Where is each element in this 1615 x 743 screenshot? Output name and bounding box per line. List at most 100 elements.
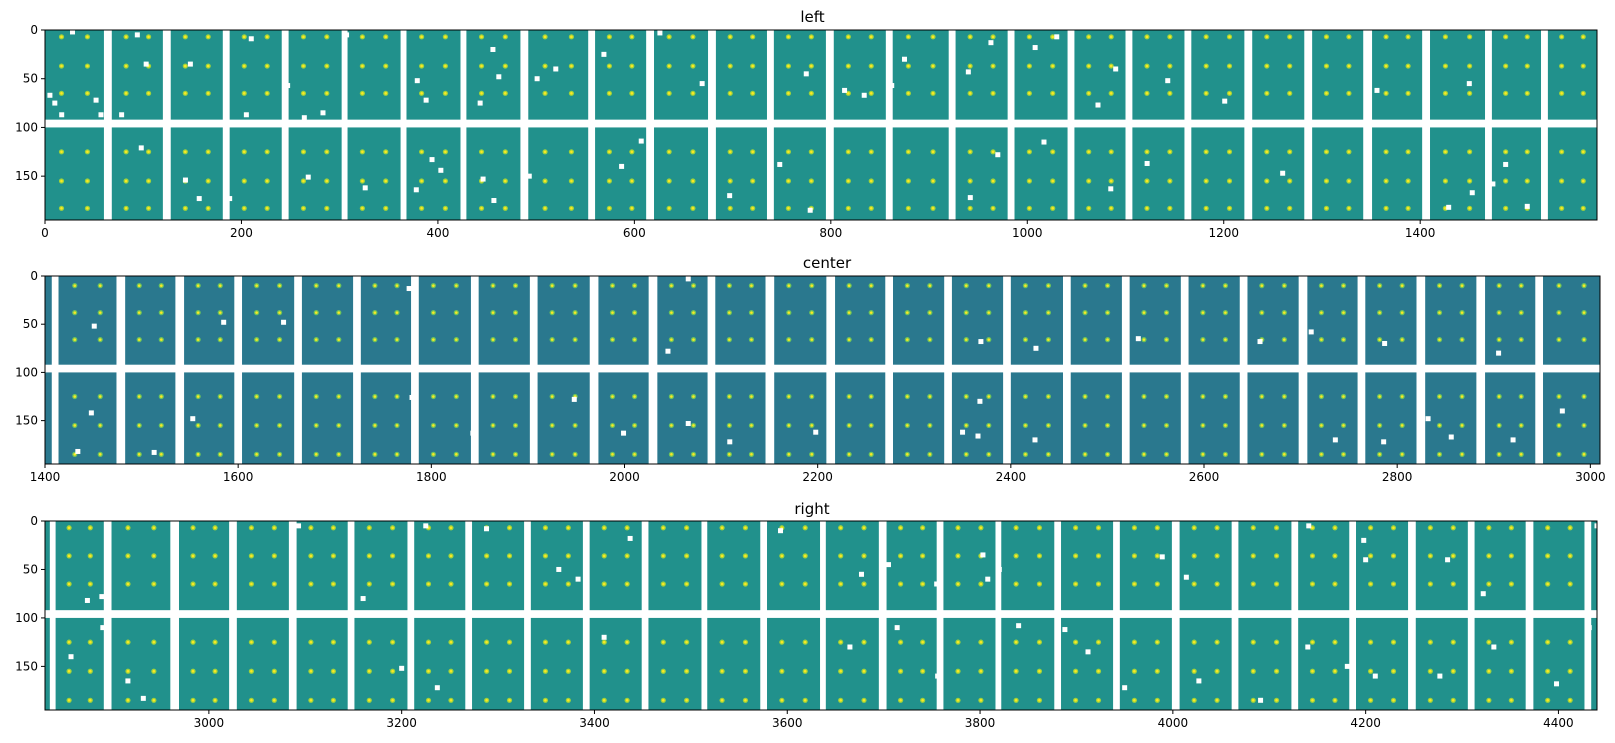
spot-core xyxy=(432,395,435,398)
row-gap xyxy=(45,119,1597,128)
spot-core xyxy=(126,554,130,558)
spot-core xyxy=(611,338,614,341)
spot-core xyxy=(670,284,673,287)
spot-core xyxy=(1444,64,1447,68)
masked-pixel xyxy=(975,433,981,439)
masked-pixel xyxy=(1305,644,1311,650)
spot-core xyxy=(847,284,851,287)
masked-pixel xyxy=(885,562,891,568)
spot-core xyxy=(218,395,222,398)
spot-core xyxy=(608,207,611,210)
masked-pixel xyxy=(1016,623,1022,629)
spot-core xyxy=(1406,179,1410,183)
row-gap xyxy=(45,364,1600,373)
spot-core xyxy=(931,150,935,154)
spot-core xyxy=(86,92,89,95)
spot-core xyxy=(987,424,991,427)
spot-core xyxy=(1581,150,1585,154)
masked-pixel xyxy=(1113,66,1119,72)
spot-core xyxy=(611,453,614,456)
spot-core xyxy=(1557,338,1561,341)
masked-pixel xyxy=(901,56,907,62)
spot-core xyxy=(1451,640,1455,644)
spot-core xyxy=(1168,92,1172,95)
spot-core xyxy=(608,179,611,183)
spot-core xyxy=(1133,669,1136,673)
spot-core xyxy=(1400,424,1404,427)
spot-core xyxy=(692,395,695,398)
spot-core xyxy=(1109,92,1113,95)
heatmap-center: 1400 1600 1800 2000 2200 2400 2600 2800 3000 0 50 1… xyxy=(15,269,1606,484)
spot-core xyxy=(384,150,388,154)
spot-core xyxy=(787,64,790,68)
masked-pixel xyxy=(1586,625,1592,631)
masked-pixel xyxy=(842,87,848,93)
spot-core xyxy=(1444,92,1447,95)
spot-core xyxy=(1156,554,1159,558)
spot-core xyxy=(787,179,790,183)
masked-pixel xyxy=(1477,354,1483,360)
x-tick-label: 4200 xyxy=(1350,716,1381,730)
spot-core xyxy=(1384,179,1388,183)
spot-core xyxy=(751,92,754,95)
spot-core xyxy=(1582,395,1586,398)
masked-pixel xyxy=(248,36,254,42)
spot-core xyxy=(242,64,246,68)
spot-core xyxy=(503,150,507,154)
spot-core xyxy=(928,311,932,314)
spot-core xyxy=(1145,92,1149,95)
masked-pixel xyxy=(980,552,986,558)
spot-core xyxy=(1228,150,1231,154)
spot-core xyxy=(1320,311,1323,314)
spot-core xyxy=(1460,338,1464,341)
spot-core xyxy=(255,338,258,341)
spot-core xyxy=(1347,92,1351,95)
spot-core xyxy=(1156,640,1159,644)
masked-pixel xyxy=(1381,439,1387,445)
masked-pixel xyxy=(965,69,971,75)
spot-core xyxy=(1204,150,1208,154)
spot-core xyxy=(1333,669,1337,673)
spot-core xyxy=(1369,526,1372,530)
spot-core xyxy=(1074,640,1077,644)
x-tick-label: 1200 xyxy=(1208,226,1239,240)
spot-core xyxy=(928,453,932,456)
spot-core xyxy=(787,284,791,287)
spot-core xyxy=(907,92,910,95)
spot-core xyxy=(1568,640,1572,644)
y-tick-label: 150 xyxy=(15,169,38,183)
spot-core xyxy=(361,35,364,39)
spot-core xyxy=(250,526,253,530)
spot-core xyxy=(1568,554,1572,558)
spot-core xyxy=(1028,179,1031,183)
spot-core xyxy=(1504,92,1507,95)
spot-core xyxy=(862,640,866,644)
spot-core xyxy=(1074,582,1077,586)
spot-core xyxy=(1014,582,1018,586)
spot-core xyxy=(485,669,488,673)
spot-core xyxy=(633,311,636,314)
spot-core xyxy=(661,669,665,673)
spot-core xyxy=(444,92,447,95)
masked-pixel xyxy=(190,416,196,422)
spot-core xyxy=(633,284,636,287)
spot-core xyxy=(1145,150,1149,154)
spot-core xyxy=(803,582,807,586)
spot-core xyxy=(1525,64,1529,68)
spot-core xyxy=(367,699,371,702)
spot-core xyxy=(60,207,63,210)
spot-core xyxy=(302,92,305,95)
spot-core xyxy=(1369,582,1372,586)
spot-core xyxy=(1487,669,1491,673)
spot-core xyxy=(337,311,341,314)
spot-core xyxy=(384,64,388,68)
spot-core xyxy=(906,453,909,456)
spot-core xyxy=(1525,92,1529,95)
spot-core xyxy=(485,554,488,558)
spot-core xyxy=(839,669,842,673)
spot-core xyxy=(611,284,614,287)
spot-core xyxy=(928,395,932,398)
spot-core xyxy=(373,338,377,341)
spot-core xyxy=(685,582,688,586)
spot-core xyxy=(98,395,102,398)
